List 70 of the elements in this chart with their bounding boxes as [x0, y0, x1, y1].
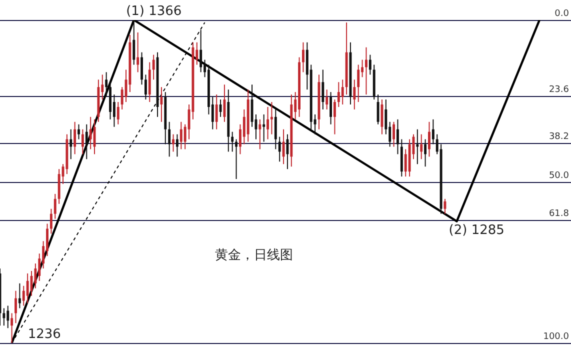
candlestick [14, 290, 17, 324]
candlestick [34, 262, 37, 289]
candlestick [180, 121, 182, 150]
candlestick [89, 116, 92, 150]
candlestick [136, 32, 140, 73]
candlestick [266, 106, 269, 140]
candlestick [235, 138, 238, 180]
candlestick [132, 20, 136, 66]
candlestick [341, 79, 344, 105]
candlestick [10, 312, 14, 344]
candlestick [334, 99, 336, 135]
candlestick [420, 134, 423, 160]
candlestick [144, 74, 147, 100]
candlestick [215, 94, 218, 130]
candlestick [74, 121, 76, 155]
candlestick [368, 54, 372, 76]
annotation: 0.0 [554, 8, 570, 19]
candlestick [326, 89, 328, 110]
candlestick [282, 128, 285, 165]
candlestick [302, 42, 304, 73]
candlestick [396, 118, 399, 155]
candlestick [54, 193, 56, 220]
annotation: 23.6 [548, 84, 570, 95]
candlestick [428, 121, 430, 158]
candlestick [416, 128, 419, 165]
candlestick [85, 124, 88, 160]
annotation: 黄金，日线图 [215, 248, 294, 263]
annotation: 38.2 [548, 132, 569, 142]
candlestick [200, 29, 202, 73]
candlestick [176, 134, 178, 158]
candlestick [2, 308, 6, 326]
candlestick [392, 121, 396, 148]
candlestick [168, 121, 171, 158]
candlestick [116, 101, 120, 125]
annotation: 100.0 [543, 332, 570, 342]
candlestick [18, 282, 21, 309]
candlestick [50, 208, 52, 234]
annotation: 61.8 [548, 208, 570, 219]
candlestick [152, 54, 155, 80]
candlestick [286, 134, 289, 170]
candlestick [258, 118, 262, 150]
candlestick [337, 82, 340, 108]
candlestick [6, 305, 10, 329]
annotation: 1236 [28, 326, 61, 342]
candlestick [22, 285, 25, 306]
candlestick [160, 86, 163, 122]
candlestick [78, 124, 80, 140]
candlestick [70, 128, 72, 160]
candlestick [270, 101, 273, 135]
candlestick [365, 46, 368, 96]
candlestick [353, 79, 356, 110]
candlestick [105, 72, 108, 98]
candlestick [262, 114, 266, 142]
candlestick [432, 118, 434, 145]
candlestick [376, 94, 380, 125]
candlestick [172, 134, 174, 152]
candlestick [26, 272, 29, 304]
candlestick [322, 69, 324, 110]
text: (1) 1366 [126, 4, 182, 19]
candlestick [330, 92, 332, 125]
candlestick [278, 136, 281, 162]
candlestick [81, 128, 84, 155]
candlestick [223, 84, 226, 122]
annotation: 50.0 [548, 170, 570, 181]
candlestick [274, 108, 277, 150]
candlestick [231, 131, 234, 152]
annotation: (2) 1285 [448, 223, 504, 238]
candlestick [140, 52, 143, 86]
candlestick [357, 64, 360, 102]
candlestick [424, 138, 427, 168]
